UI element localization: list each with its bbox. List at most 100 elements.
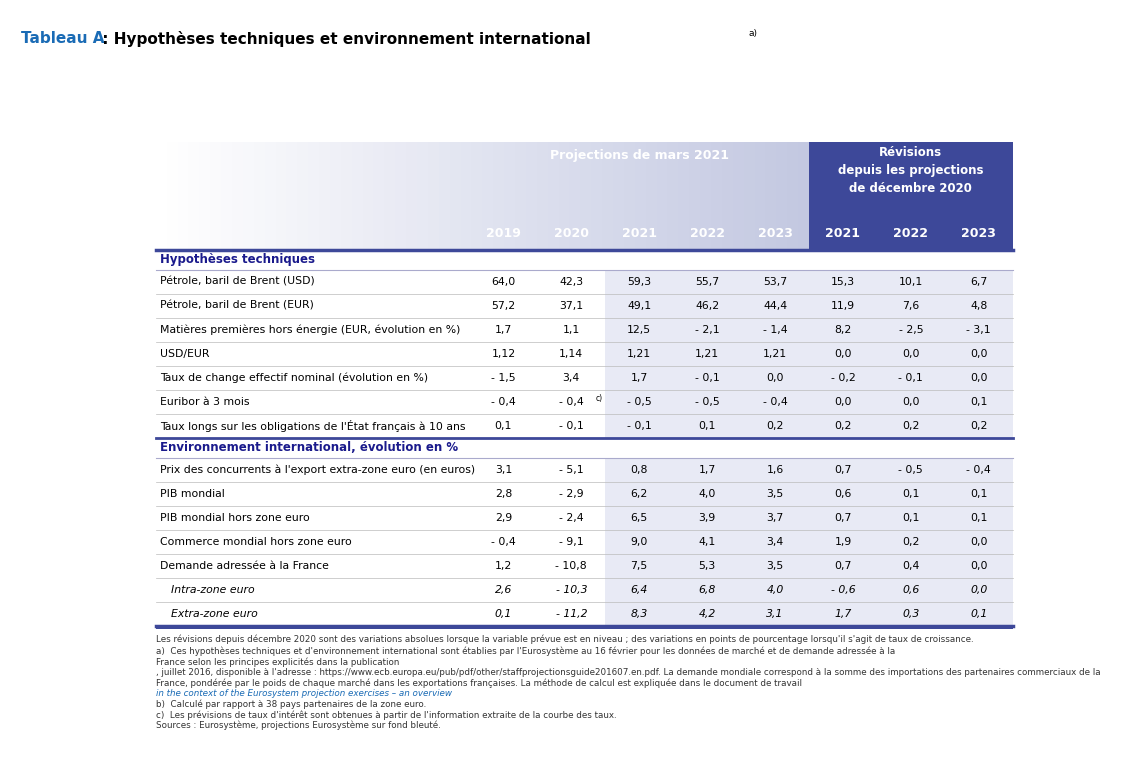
- Bar: [156, 578, 470, 601]
- Bar: [580, 142, 592, 217]
- Bar: [673, 578, 741, 601]
- Text: b)  Calculé par rapport à 38 pays partenaires de la zone euro.: b) Calculé par rapport à 38 pays partena…: [156, 700, 426, 709]
- Text: 49,1: 49,1: [627, 300, 651, 310]
- Bar: [711, 142, 722, 217]
- Bar: [945, 342, 1012, 366]
- Bar: [673, 505, 741, 530]
- Text: - 0,5: - 0,5: [694, 397, 719, 406]
- Bar: [673, 366, 741, 390]
- Bar: [645, 217, 657, 250]
- Bar: [319, 142, 329, 217]
- Bar: [461, 142, 472, 217]
- Bar: [537, 366, 605, 390]
- Bar: [374, 217, 384, 250]
- Bar: [809, 217, 1012, 250]
- Bar: [624, 217, 635, 250]
- Text: France, pondérée par le poids de chaque marché dans les exportations françaises.: France, pondérée par le poids de chaque …: [156, 679, 805, 688]
- Bar: [384, 217, 396, 250]
- Bar: [156, 366, 470, 390]
- Bar: [673, 601, 741, 626]
- Text: USD/EUR: USD/EUR: [160, 349, 210, 359]
- Bar: [559, 217, 570, 250]
- Bar: [765, 217, 776, 250]
- Text: 0,0: 0,0: [970, 349, 987, 359]
- Bar: [537, 217, 547, 250]
- Bar: [537, 342, 605, 366]
- Bar: [673, 270, 741, 293]
- Bar: [286, 142, 298, 217]
- Bar: [188, 217, 200, 250]
- Bar: [231, 142, 243, 217]
- Text: 0,0: 0,0: [970, 537, 987, 547]
- Text: 53,7: 53,7: [763, 277, 787, 286]
- Bar: [809, 142, 1012, 217]
- Bar: [809, 293, 877, 317]
- Bar: [156, 413, 470, 438]
- Bar: [809, 578, 877, 601]
- Text: 4,0: 4,0: [766, 585, 783, 594]
- Bar: [877, 366, 945, 390]
- Bar: [156, 438, 1012, 458]
- Bar: [605, 366, 673, 390]
- Bar: [605, 601, 673, 626]
- Bar: [877, 554, 945, 578]
- Bar: [809, 554, 877, 578]
- Bar: [537, 505, 605, 530]
- Bar: [877, 530, 945, 554]
- Bar: [470, 317, 537, 342]
- Bar: [605, 342, 673, 366]
- Bar: [776, 142, 788, 217]
- Bar: [613, 217, 624, 250]
- Bar: [741, 601, 809, 626]
- Bar: [592, 142, 602, 217]
- Text: 55,7: 55,7: [695, 277, 719, 286]
- Bar: [396, 142, 406, 217]
- Bar: [673, 293, 741, 317]
- Text: 0,0: 0,0: [970, 585, 987, 594]
- Bar: [673, 530, 741, 554]
- Bar: [945, 413, 1012, 438]
- Bar: [156, 530, 470, 554]
- Bar: [352, 217, 363, 250]
- Bar: [166, 142, 178, 217]
- Bar: [945, 270, 1012, 293]
- Bar: [200, 217, 210, 250]
- Bar: [470, 530, 537, 554]
- Bar: [877, 270, 945, 293]
- Text: Pétrole, baril de Brent (USD): Pétrole, baril de Brent (USD): [160, 277, 315, 286]
- Text: 0,1: 0,1: [699, 420, 716, 431]
- Text: 0,2: 0,2: [902, 420, 920, 431]
- Bar: [809, 366, 877, 390]
- Bar: [673, 317, 741, 342]
- Text: - 1,5: - 1,5: [491, 373, 515, 383]
- Bar: [605, 481, 673, 505]
- Bar: [472, 142, 482, 217]
- Text: 2019: 2019: [486, 227, 521, 239]
- Text: Intra-zone euro: Intra-zone euro: [171, 585, 254, 594]
- Bar: [166, 217, 178, 250]
- Bar: [470, 554, 537, 578]
- Text: 3,1: 3,1: [766, 608, 783, 619]
- Text: : Hypothèses techniques et environnement international: : Hypothèses techniques et environnement…: [97, 31, 591, 48]
- Text: Environnement international, évolution en %: Environnement international, évolution e…: [160, 441, 458, 454]
- Bar: [624, 142, 635, 217]
- Text: 1,21: 1,21: [763, 349, 787, 359]
- Bar: [461, 217, 472, 250]
- Bar: [374, 142, 384, 217]
- Bar: [945, 505, 1012, 530]
- Bar: [700, 142, 711, 217]
- Text: 0,1: 0,1: [902, 512, 920, 523]
- Text: 0,1: 0,1: [970, 512, 987, 523]
- Text: 0,0: 0,0: [834, 349, 852, 359]
- Bar: [809, 530, 877, 554]
- Text: - 2,5: - 2,5: [898, 324, 923, 335]
- Bar: [605, 293, 673, 317]
- Text: in the context of the Eurosystem projection exercises – an overview: in the context of the Eurosystem project…: [156, 689, 451, 698]
- Bar: [200, 142, 210, 217]
- Bar: [798, 142, 809, 217]
- Text: - 10,3: - 10,3: [555, 585, 587, 594]
- Bar: [635, 217, 645, 250]
- Text: 0,7: 0,7: [834, 561, 852, 571]
- Bar: [945, 554, 1012, 578]
- Text: PIB mondial: PIB mondial: [160, 488, 225, 498]
